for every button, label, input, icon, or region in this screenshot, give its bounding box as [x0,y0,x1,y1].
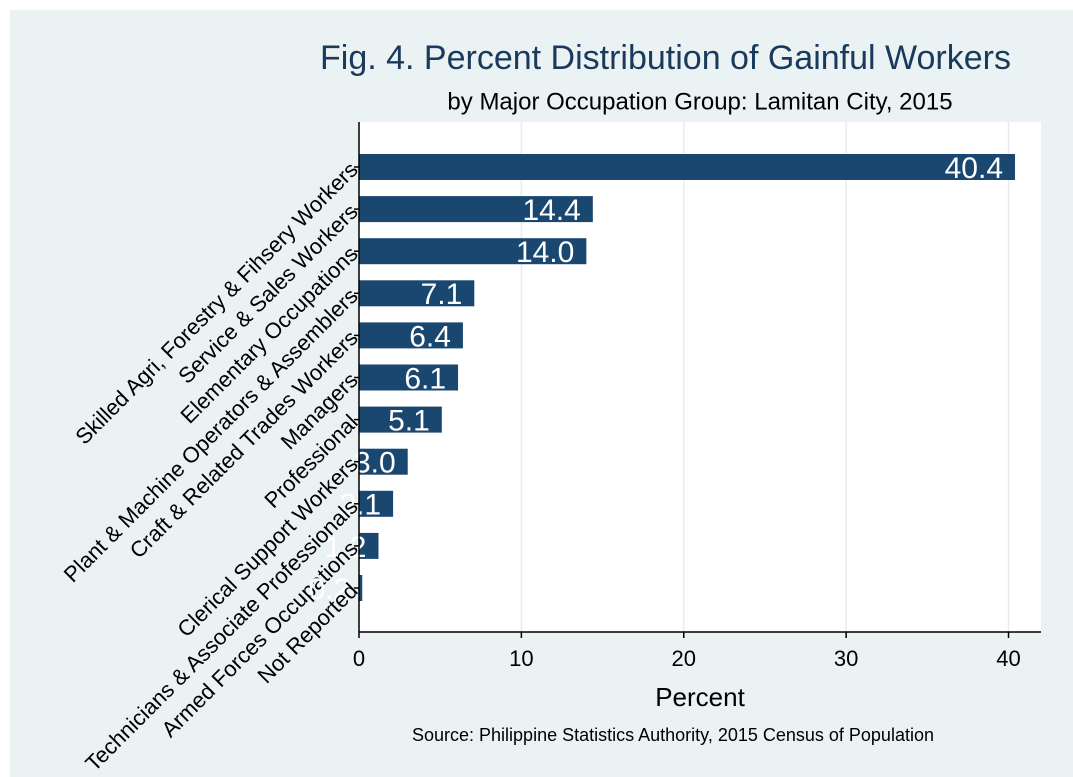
bar [359,406,442,433]
source-note: Source: Philippine Statistics Authority,… [412,725,934,745]
bar [359,196,593,223]
value-label: 0.2 [309,573,351,606]
x-tick-label: 20 [672,646,696,671]
x-tick-label: 10 [509,646,533,671]
value-label: 40.4 [945,152,1003,185]
x-tick-label: 0 [353,646,365,671]
value-label: 7.1 [421,278,463,311]
x-axis-title: Percent [655,682,745,712]
x-tick-label: 30 [834,646,858,671]
x-tick-label: 40 [996,646,1020,671]
value-label: 5.1 [388,405,430,438]
value-label: 2.1 [339,489,381,522]
bar [359,575,363,601]
value-label: 14.4 [522,194,580,227]
value-label: 3.0 [354,447,396,480]
bar [359,490,394,517]
chart-subtitle: by Major Occupation Group: Lamitan City,… [447,88,952,115]
bar [359,448,408,475]
bar [359,364,459,391]
value-label: 6.1 [404,362,446,395]
bar [359,154,1016,180]
chart-title: Fig. 4. Percent Distribution of Gainful … [320,39,1011,77]
value-label: 6.4 [409,320,451,353]
bar [359,322,463,349]
bar [359,238,587,265]
bar [359,532,379,559]
bar [359,280,475,307]
value-label: 14.0 [516,236,574,269]
